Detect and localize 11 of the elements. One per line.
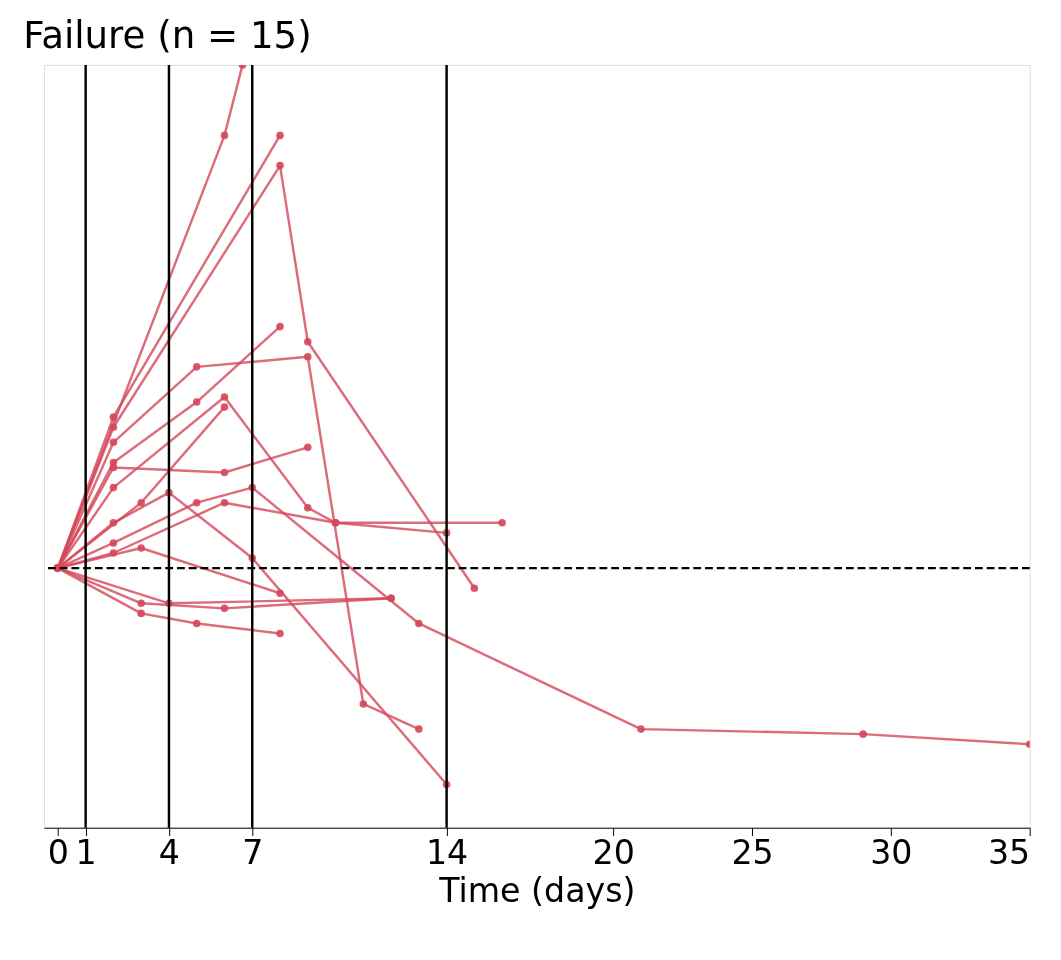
x-tick-label: 35 xyxy=(987,833,1031,873)
x-tick-label: 1 xyxy=(75,833,97,873)
x-axis-title: Time (days) xyxy=(438,870,636,910)
x-tick-label: 4 xyxy=(158,833,181,873)
chart-title: Failure (n = 15) xyxy=(23,14,312,58)
x-tick-label: 7 xyxy=(242,833,264,873)
x-tick-label: 20 xyxy=(592,833,635,873)
x-tick-label: 30 xyxy=(870,833,913,873)
x-tick-label: 0 xyxy=(47,833,69,873)
x-tick-label: 25 xyxy=(731,833,774,873)
x-tick-label: 14 xyxy=(425,833,469,873)
